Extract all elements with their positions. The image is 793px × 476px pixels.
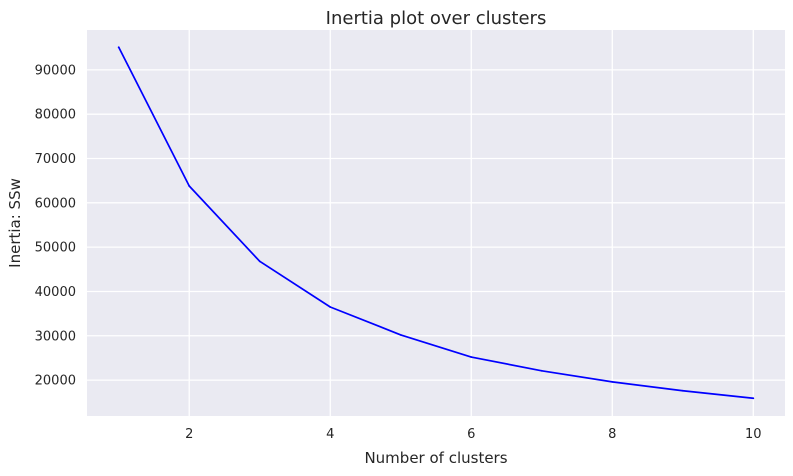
x-tick-label: 8 bbox=[608, 427, 616, 442]
inertia-data-point bbox=[117, 46, 120, 49]
x-tick-labels: 2 4 6 8 10 bbox=[185, 427, 761, 442]
inertia-data-point bbox=[470, 356, 473, 358]
inertia-data-point bbox=[752, 397, 755, 400]
x-tick-label: 2 bbox=[185, 427, 193, 442]
y-tick-label: 40000 bbox=[35, 285, 76, 300]
y-tick-label: 90000 bbox=[35, 63, 76, 78]
y-tick-label: 50000 bbox=[35, 241, 76, 256]
y-tick-label: 20000 bbox=[35, 374, 76, 389]
y-axis-label: Inertia: SSw bbox=[6, 178, 24, 268]
chart-title: Inertia plot over clusters bbox=[326, 8, 547, 29]
inertia-data-point bbox=[329, 306, 332, 308]
y-tick-label: 80000 bbox=[35, 108, 76, 123]
inertia-series-line bbox=[117, 46, 755, 400]
inertia-data-point bbox=[399, 334, 402, 336]
inertia-data-point bbox=[540, 369, 543, 372]
inertia-data-point bbox=[188, 185, 191, 187]
x-axis-label: Number of clusters bbox=[364, 449, 507, 467]
series-layer bbox=[117, 46, 755, 400]
y-tick-label: 60000 bbox=[35, 196, 76, 211]
inertia-data-point bbox=[258, 260, 261, 263]
x-tick-label: 10 bbox=[745, 427, 762, 442]
y-gridlines bbox=[87, 69, 785, 381]
x-tick-label: 6 bbox=[467, 427, 475, 442]
x-tick-label: 4 bbox=[326, 427, 334, 442]
y-tick-label: 70000 bbox=[35, 152, 76, 167]
inertia-data-point bbox=[681, 389, 684, 392]
plot-area bbox=[87, 30, 785, 416]
x-gridlines bbox=[188, 30, 754, 416]
y-tick-label: 30000 bbox=[35, 329, 76, 344]
inertia-data-point bbox=[611, 380, 614, 383]
y-tick-labels: 20000 30000 40000 50000 60000 70000 80000 90000 bbox=[35, 63, 76, 388]
